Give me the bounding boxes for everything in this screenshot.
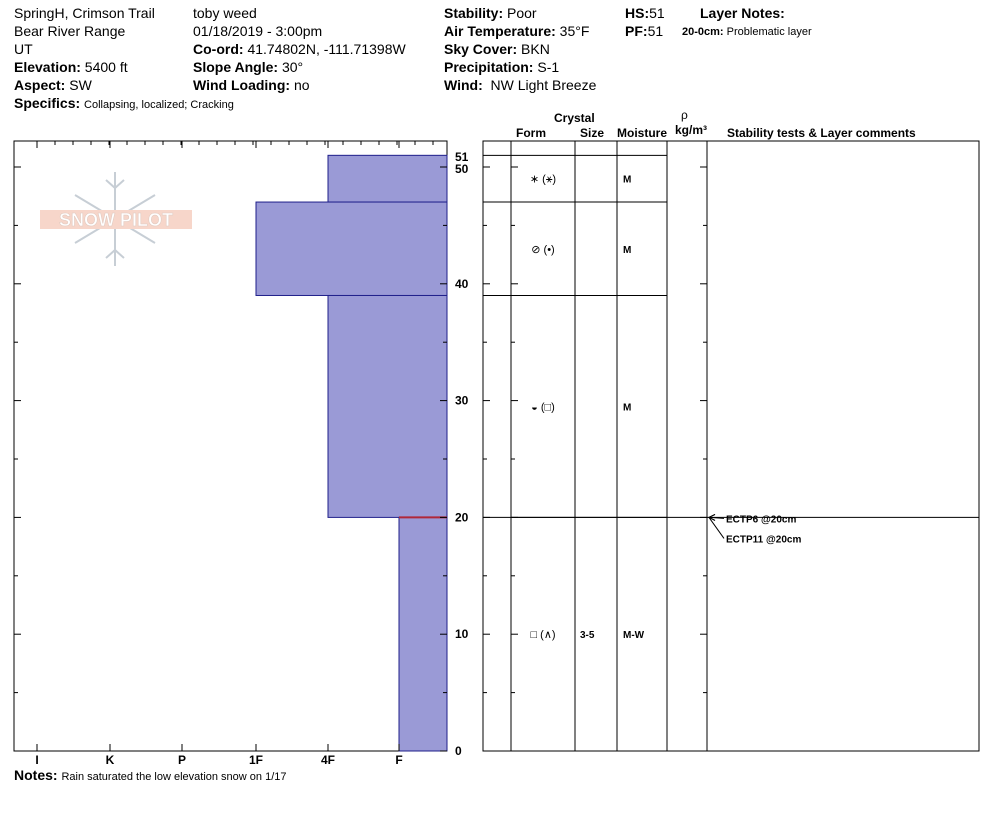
height-label-51: 51 xyxy=(455,150,469,164)
aspect: Aspect: SW xyxy=(14,77,92,93)
layer-form-3: □ (∧) xyxy=(530,629,555,641)
notes: Notes: Rain saturated the low elevation … xyxy=(14,767,287,783)
col-density: kg/m³ xyxy=(675,123,708,137)
test-leader-0 xyxy=(708,516,725,519)
sky-cover: Sky Cover: BKN xyxy=(444,41,550,57)
col-size: Size xyxy=(580,126,605,140)
col-form: Form xyxy=(516,126,546,140)
height-label-0: 0 xyxy=(455,744,462,758)
col-rho: ρ xyxy=(681,108,688,122)
layer-moisture-3: M-W xyxy=(623,630,645,641)
layer-form-0: ∗ (⚹) xyxy=(530,174,556,186)
layer-moisture-1: M xyxy=(623,245,631,256)
datetime: 01/18/2019 - 3:00pm xyxy=(193,23,323,39)
col-crystal: Crystal xyxy=(554,111,595,125)
layer-moisture-2: M xyxy=(623,402,631,413)
test-arrow-1 xyxy=(707,513,716,521)
test-label-0: ECTP6 @20cm xyxy=(726,514,796,525)
state: UT xyxy=(14,41,33,57)
air-temperature: Air Temperature: 35°F xyxy=(444,23,590,39)
logo-text: SNOW PILOT xyxy=(59,210,173,230)
height-label-40: 40 xyxy=(455,277,469,291)
stability: Stability: Poor xyxy=(444,5,537,21)
hardness-bar-2 xyxy=(327,294,448,518)
location: SpringH, Crimson Trail xyxy=(14,5,155,21)
layer-notes-label: Layer Notes: xyxy=(700,5,785,21)
height-label-20: 20 xyxy=(455,510,469,524)
col-comments: Stability tests & Layer comments xyxy=(727,126,916,140)
hardness-bar-3 xyxy=(398,516,448,752)
test-label-1: ECTP11 @20cm xyxy=(726,534,801,545)
wind: Wind: NW Light Breeze xyxy=(444,77,597,93)
specifics: Specifics: Collapsing, localized; Cracki… xyxy=(14,95,234,111)
wind-loading: Wind Loading: no xyxy=(193,77,310,93)
height-label-10: 10 xyxy=(455,627,469,641)
col-moisture: Moisture xyxy=(617,126,668,140)
layer-form-2: ◒ (□) xyxy=(531,401,555,413)
slope-angle: Slope Angle: 30° xyxy=(193,59,304,75)
range: Bear River Range xyxy=(14,23,126,39)
elevation: Elevation: 5400 ft xyxy=(14,59,128,75)
hardness-label-4F: 4F xyxy=(321,753,335,767)
hardness-label-F: F xyxy=(395,753,402,767)
hardness-label-I: I xyxy=(35,753,38,767)
hardness-bar-1 xyxy=(255,201,448,296)
test-leader-1 xyxy=(708,517,725,539)
height-label-30: 30 xyxy=(455,394,469,408)
hardness-label-1F: 1F xyxy=(249,753,263,767)
hardness-label-K: K xyxy=(106,753,115,767)
hardness-label-P: P xyxy=(178,753,186,767)
layer-table-frame xyxy=(482,140,980,752)
coordinates: Co-ord: 41.74802N, -111.71398W xyxy=(193,41,406,57)
observer: toby weed xyxy=(193,5,257,21)
layer-size-3: 3-5 xyxy=(580,630,595,641)
height-label-50: 50 xyxy=(455,162,469,176)
snowpilot-logo: SNOW PILOT xyxy=(40,172,192,266)
layer-form-1: ⊘ (•) xyxy=(531,244,554,256)
layer-moisture-0: M xyxy=(623,175,631,186)
precipitation: Precipitation: S-1 xyxy=(444,59,560,75)
pf-value: PF:51 xyxy=(625,23,664,39)
hardness-bar-0 xyxy=(327,154,448,203)
layer-note: 20-0cm: Problematic layer xyxy=(682,26,812,38)
hs-value: HS:51 xyxy=(625,5,665,21)
table-column-lines xyxy=(510,141,708,751)
